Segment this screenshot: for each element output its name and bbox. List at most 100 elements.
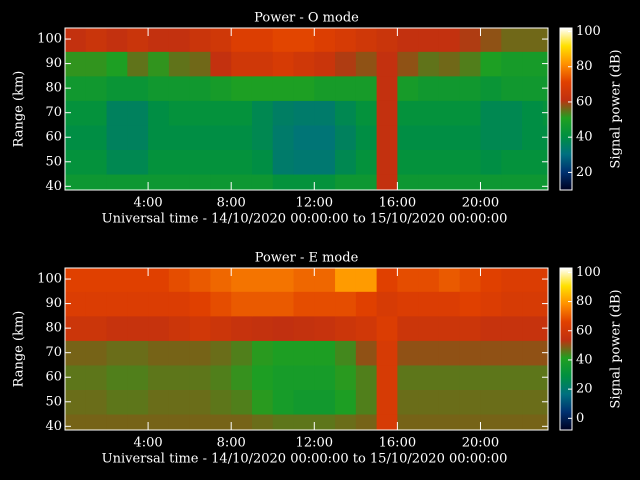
heatmap-cell xyxy=(189,124,211,150)
heatmap-cell xyxy=(480,291,502,317)
heatmap-cell xyxy=(272,51,295,77)
heatmap-cell xyxy=(522,124,544,150)
heatmap-cell xyxy=(293,174,315,190)
heatmap-cell xyxy=(148,100,170,126)
heatmap-cell xyxy=(397,414,419,430)
heatmap-cell xyxy=(293,51,315,77)
heatmap-cell xyxy=(501,414,523,430)
heatmap-cell xyxy=(501,389,523,415)
heatmap-cell xyxy=(106,291,128,317)
heatmap-cell xyxy=(480,315,502,341)
colorbar-label: Signal power (dB) xyxy=(609,289,624,408)
heatmap-cell xyxy=(106,340,128,366)
heatmap-cell xyxy=(272,268,295,292)
heatmap-cell xyxy=(127,149,149,175)
heatmap-cell xyxy=(355,315,378,341)
heatmap-cell xyxy=(210,340,232,366)
y-axis-label: Range (km) xyxy=(12,311,27,388)
heatmap-cell xyxy=(314,414,336,430)
y-tick-label: 90 xyxy=(45,296,62,311)
heatmap-cell xyxy=(148,364,170,390)
heatmap-cell xyxy=(522,389,544,415)
heatmap-cell xyxy=(335,291,357,317)
heatmap-cell xyxy=(210,315,232,341)
heatmap-cell xyxy=(251,414,274,430)
heatmap-cell xyxy=(210,51,232,77)
heatmap-cell xyxy=(293,149,315,175)
heatmap-cell xyxy=(314,149,336,175)
heatmap-cell xyxy=(231,364,253,390)
heatmap-cell xyxy=(480,389,502,415)
heatmap-cell xyxy=(85,149,108,175)
y-tick-label: 100 xyxy=(37,272,62,287)
heatmap-cell xyxy=(418,268,440,292)
heatmap-cell xyxy=(355,100,378,126)
heatmap-cell xyxy=(542,268,548,292)
heatmap-cell xyxy=(231,340,253,366)
heatmap-cell xyxy=(480,340,502,366)
heatmap-cell xyxy=(210,389,232,415)
heatmap-cell xyxy=(210,291,232,317)
colorbar-tick-label: 0 xyxy=(576,411,584,426)
x-axis-label: Universal time - 14/10/2020 00:00:00 to … xyxy=(102,452,508,467)
heatmap-cell xyxy=(522,28,544,52)
heatmap-cell xyxy=(522,291,544,317)
heatmap-cell xyxy=(231,124,253,150)
heatmap-cell xyxy=(335,100,357,126)
heatmap-cell xyxy=(397,389,419,415)
heatmap-cell xyxy=(376,51,398,77)
heatmap-cell xyxy=(335,315,357,341)
heatmap-cell xyxy=(480,51,502,77)
heatmap-cell xyxy=(397,268,419,292)
heatmap-cell xyxy=(418,51,440,77)
heatmap-cell xyxy=(148,51,170,77)
heatmap-cell xyxy=(314,291,336,317)
heatmap-cell xyxy=(314,389,336,415)
heatmap-cell xyxy=(501,149,523,175)
heatmap-cell xyxy=(335,149,357,175)
heatmap-cell xyxy=(272,389,295,415)
heatmap-cell xyxy=(127,124,149,150)
heatmap-cell xyxy=(293,124,315,150)
x-tick-label: 16:00 xyxy=(379,436,416,451)
heatmap-cell xyxy=(480,28,502,52)
heatmap-cell xyxy=(438,414,461,430)
heatmap-cell xyxy=(459,315,481,341)
heatmap-cell xyxy=(210,268,232,292)
heatmap-cell xyxy=(231,149,253,175)
colorbar xyxy=(559,267,573,431)
heatmap-cell xyxy=(168,315,191,341)
heatmap-cell xyxy=(335,340,357,366)
heatmap-cell xyxy=(335,124,357,150)
heatmap-cell xyxy=(106,100,128,126)
heatmap-cell xyxy=(355,149,378,175)
heatmap-cell xyxy=(231,291,253,317)
heatmap-cell xyxy=(542,414,548,430)
y-tick-label: 70 xyxy=(45,105,62,120)
heatmap-cell xyxy=(376,389,398,415)
heatmap-cell xyxy=(65,340,87,366)
colorbar-label: Signal power (dB) xyxy=(609,49,624,168)
heatmap-cell xyxy=(459,75,481,101)
heatmap-cell xyxy=(210,174,232,190)
x-tick-label: 4:00 xyxy=(133,196,162,211)
heatmap-cell xyxy=(272,124,295,150)
y-tick-label: 70 xyxy=(45,345,62,360)
heatmap-cell xyxy=(251,28,274,52)
x-axis-label: Universal time - 14/10/2020 00:00:00 to … xyxy=(102,212,508,227)
heatmap-cell xyxy=(251,268,274,292)
heatmap-cell xyxy=(251,389,274,415)
heatmap-cell xyxy=(438,75,461,101)
heatmap-cell xyxy=(210,149,232,175)
x-tick-label: 20:00 xyxy=(462,196,499,211)
heatmap-cell xyxy=(418,414,440,430)
heatmap-cell xyxy=(85,315,108,341)
heatmap-cell xyxy=(148,414,170,430)
heatmap-cell xyxy=(210,28,232,52)
heatmap-cell xyxy=(397,174,419,190)
heatmap-cell xyxy=(522,100,544,126)
heatmap-cell xyxy=(397,340,419,366)
heatmap-cell xyxy=(272,340,295,366)
x-tick-label: 4:00 xyxy=(133,436,162,451)
heatmap-cell xyxy=(355,51,378,77)
